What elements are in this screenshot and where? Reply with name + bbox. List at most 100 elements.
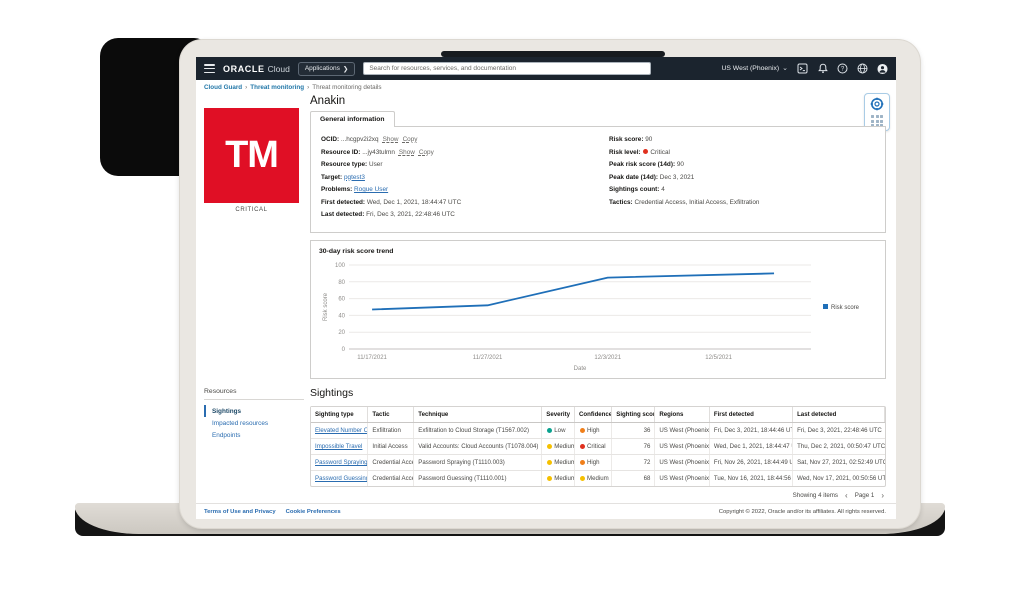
sighting-type-link[interactable]: Password Guessing [315,475,369,482]
sidebar-item-impacted-resources[interactable]: Impacted resources [212,419,269,427]
oracle-cloud-logo: ORACLE Cloud [223,64,290,74]
table-cell: Critical [575,439,613,454]
svg-text:12/3/2021: 12/3/2021 [594,355,621,361]
svg-text:12/5/2021: 12/5/2021 [705,355,732,361]
pagination: Showing 4 items ‹ Page 1 › [310,487,886,499]
table-cell: Credential Access [368,471,415,486]
svg-text:20: 20 [338,330,345,336]
sighting-type-link[interactable]: Impossible Travel [315,443,363,450]
help-icon[interactable]: ? [837,63,848,74]
applications-label: Applications [304,65,340,72]
page-prev-button[interactable]: ‹ [845,490,848,500]
info-row: Last detected: Fri, Dec 3, 2021, 22:48:4… [321,211,455,218]
show-link[interactable]: Show [398,148,415,156]
column-header: Regions [655,407,710,422]
info-row: Resource ID: ...jy43tulmn Show Copy [321,148,434,156]
table-cell: High [575,423,613,438]
sightings-heading: Sightings [310,387,354,399]
show-link[interactable]: Show [382,136,399,143]
table-cell: US West (Phoenix) [655,439,710,454]
profile-avatar-icon[interactable] [877,63,888,74]
sighting-type-link[interactable]: Password Spraying [315,459,368,466]
status-dot [547,459,553,465]
quick-actions-panel [864,93,890,131]
region-selector[interactable]: US West (Phoenix) ⌄ [721,65,788,73]
page-title: Anakin [310,95,346,107]
tab-general-information[interactable]: General information [310,111,395,127]
breadcrumb: Cloud Guard › Threat monitoring › Threat mon… [196,80,896,95]
svg-text:Date: Date [574,366,587,372]
page-next-button[interactable]: › [881,490,884,500]
divider [204,399,304,400]
info-row: First detected: Wed, Dec 1, 2021, 18:44:… [321,198,462,206]
breadcrumb-item-1[interactable]: Cloud Guard [204,84,243,91]
camera-speaker-bar [441,51,665,57]
column-header: Technique [414,407,543,422]
apps-grid-icon[interactable] [871,115,883,127]
svg-text:Risk score: Risk score [831,305,860,311]
table-cell: Password Guessing (T1110.001) [414,471,543,486]
notifications-bell-icon[interactable] [817,63,828,74]
info-link[interactable]: pgtest3 [343,173,365,181]
table-cell: Low [542,423,575,438]
footer-link[interactable]: Cookie Preferences [285,508,341,515]
risk-trend-chart: 0 20 40 60 80 100 11/17/2021 11/27/2021 12/3/202… [323,263,860,372]
breadcrumb-item-2[interactable]: Threat monitoring [250,84,305,91]
table-cell: Exfiltration [368,423,415,438]
column-header: First detected [710,407,794,422]
info-label: Tactics: [609,198,635,206]
sighting-type-link[interactable]: Elevated Number Of PARs [315,427,369,434]
table-row: Elevated Number Of PARsExfiltrationExfil… [311,423,885,439]
breadcrumb-item-3: Threat monitoring details [312,84,382,91]
copy-link[interactable]: Copy [402,136,418,143]
footer-link[interactable]: Terms of Use and Privacy [204,508,276,515]
column-header: Severity [542,407,575,422]
sightings-section: Sightings Sighting type Tactic Technique Se… [310,387,886,499]
copy-link[interactable]: Copy [418,148,434,156]
pagination-summary: Showing 4 items [792,492,839,499]
table-cell: Medium [542,439,575,454]
sidebar-item-sightings[interactable]: Sightings [204,405,304,417]
info-label: Risk score: [609,136,646,143]
column-header: Last detected [793,407,885,422]
search-input[interactable] [363,62,652,75]
menu-hamburger-icon[interactable] [204,64,215,73]
info-row: Sightings count: 4 [609,186,665,193]
table-cell: High [575,455,613,470]
info-label: Peak date (14d): [609,173,660,181]
app-screen: ORACLE Cloud Applications ❯ US West (Pho… [196,57,896,519]
column-header: Confidence [575,407,613,422]
table-cell: Valid Accounts: Cloud Accounts (T1078.00… [414,439,543,454]
badge-initials: TM [225,134,279,176]
info-row: Tactics: Credential Access, Initial Acce… [609,198,760,206]
svg-text:?: ? [841,67,845,73]
table-cell: Wed, Dec 1, 2021, 18:44:47 UTC [710,439,794,454]
status-dot [547,443,553,449]
status-dot [580,427,585,433]
status-dot [580,475,585,481]
language-globe-icon[interactable] [857,63,868,74]
info-row: OCID: ...hcgpv2i2xq Show Copy [321,136,418,143]
table-cell: Credential Access [368,455,415,470]
info-label: Peak risk score (14d): [609,161,677,168]
threat-severity-badge: TM [204,108,299,203]
copyright-text: Copyright © 2022, Oracle and/or its affi… [718,508,886,515]
chevron-right-icon: ❯ [342,65,349,73]
footer-links: Terms of Use and Privacy Cookie Preferenc… [204,509,351,515]
chevron-down-icon: ⌄ [782,64,788,72]
info-link[interactable]: Rogue User [354,186,389,193]
sidebar-item-endpoints[interactable]: Endpoints [212,431,241,439]
info-label: First detected: [321,198,367,206]
info-label: Last detected: [321,211,367,218]
target-help-ring-icon[interactable] [870,97,884,111]
table-cell: Exfiltration to Cloud Storage (T1567.002… [414,423,543,438]
svg-text:11/27/2021: 11/27/2021 [473,355,503,361]
table-cell: US West (Phoenix) [655,455,710,470]
breadcrumb-separator: › [245,84,248,91]
applications-button[interactable]: Applications ❯ [297,61,356,76]
table-cell: 76 [612,439,656,454]
status-dot [580,443,585,449]
cloud-shell-icon[interactable] [797,63,808,74]
